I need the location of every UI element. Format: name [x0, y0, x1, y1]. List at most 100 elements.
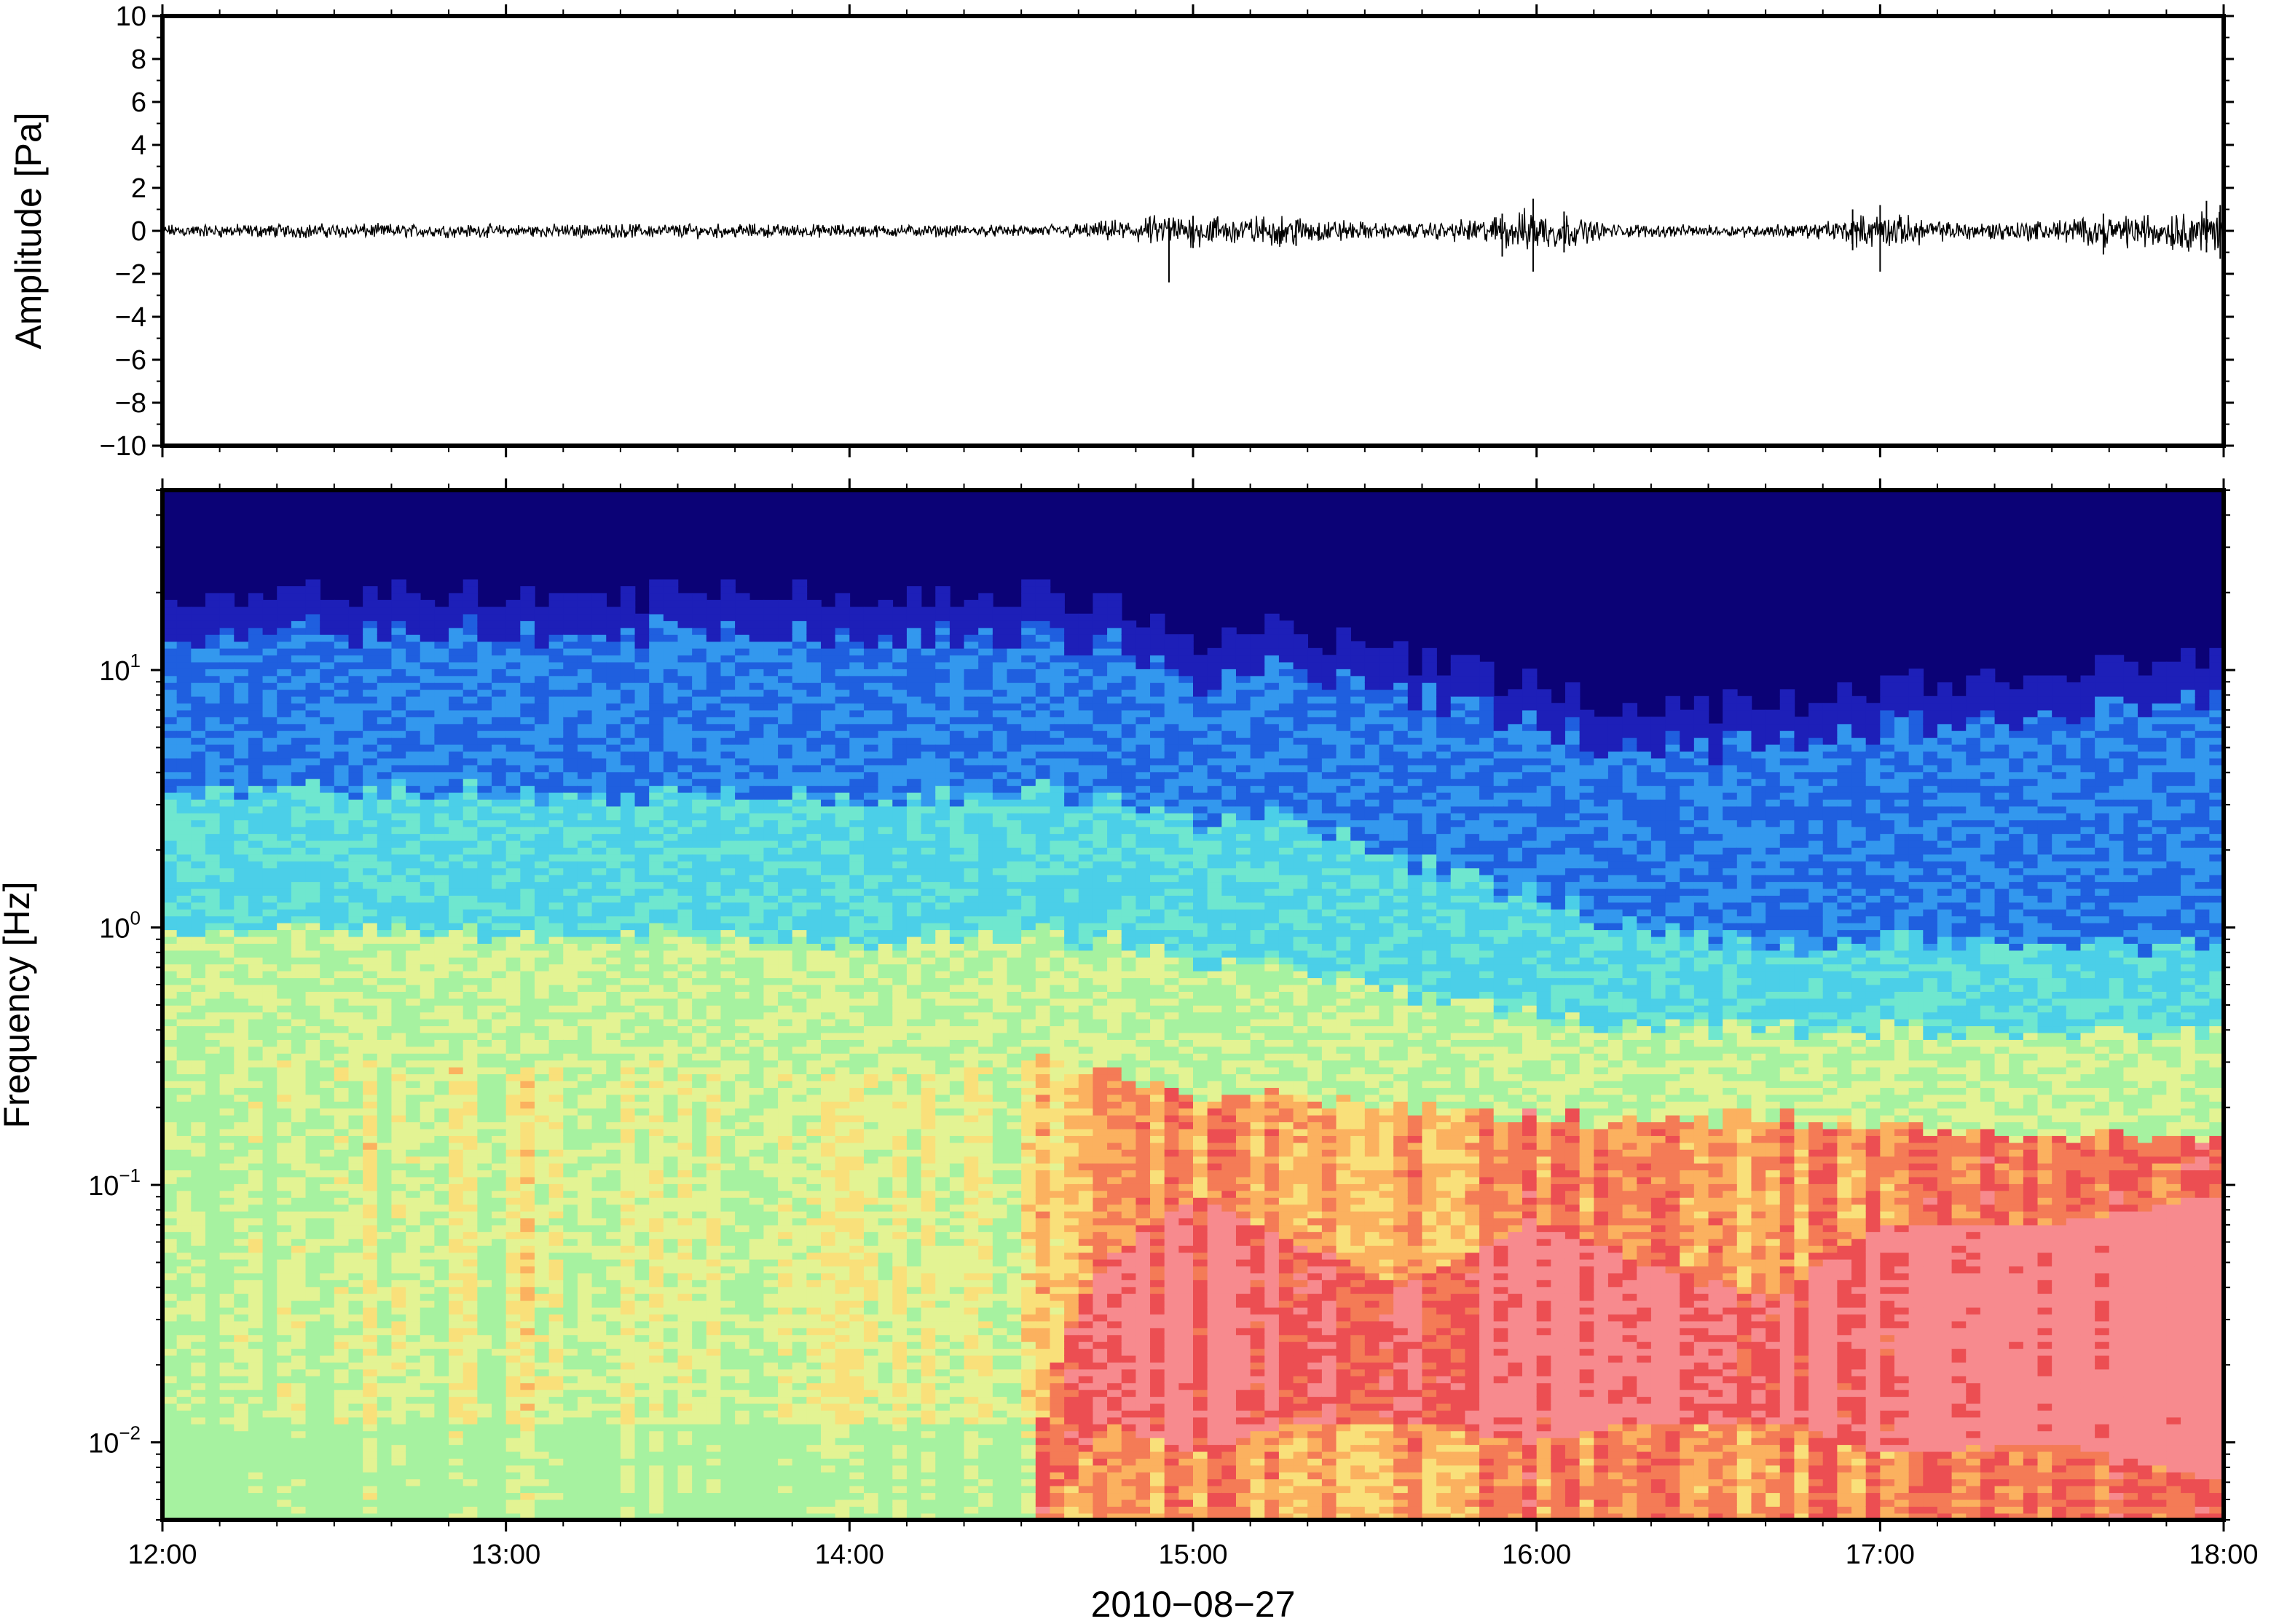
spectrogram-cell: [463, 717, 479, 725]
spectrogram-cell: [277, 1066, 292, 1075]
spectrogram-cell: [649, 1245, 664, 1253]
spectrogram-cell: [334, 1368, 350, 1376]
spectrogram-cell: [620, 723, 636, 731]
spectrogram-cell: [492, 689, 507, 697]
spectrogram-cell: [649, 984, 664, 992]
spectrogram-cell: [334, 634, 350, 642]
spectrogram-cell: [463, 1396, 479, 1404]
spectrogram-cell: [420, 1258, 436, 1267]
spectrogram-cell: [534, 655, 550, 663]
spectrogram-cell: [334, 1306, 350, 1314]
spectrogram-cell: [305, 922, 320, 931]
spectrogram-cell: [320, 757, 335, 765]
spectrogram-cell: [634, 819, 650, 827]
spectrogram-cell: [663, 1012, 679, 1020]
spectrogram-cell: [334, 1162, 350, 1171]
spectrogram-cell: [277, 1135, 292, 1143]
spectrogram-cell: [420, 1300, 436, 1308]
spectrogram-cell: [434, 977, 449, 985]
spectrogram-cell: [320, 874, 335, 883]
spectrogram-cell: [534, 1403, 550, 1411]
spectrogram-cell: [262, 1052, 278, 1061]
spectrogram-cell: [420, 1368, 436, 1376]
spectrogram-cell: [649, 1052, 664, 1061]
spectrogram-cell: [663, 826, 679, 835]
spectrogram-cell: [492, 1465, 507, 1473]
spectrogram-cell: [649, 1472, 664, 1480]
spectrogram-cell: [663, 1052, 679, 1061]
spectrogram-cell: [334, 1485, 350, 1494]
spectrogram-cell: [320, 1341, 335, 1349]
spectrogram-cell: [434, 1382, 449, 1390]
spectrogram-cell: [320, 1224, 335, 1232]
spectrogram-cell: [334, 950, 350, 958]
spectrogram-cell: [606, 847, 621, 855]
spectrogram-cell: [649, 599, 664, 608]
spectrogram-cell: [320, 778, 335, 787]
spectrogram-cell: [505, 1032, 521, 1040]
spectrogram-cell: [305, 682, 320, 690]
spectrogram-cell: [291, 1430, 307, 1438]
spectrogram-cell: [377, 1087, 393, 1095]
spectrogram-cell: [391, 1094, 406, 1102]
spectrogram-cell: [505, 1368, 521, 1376]
spectrogram-cell: [277, 1231, 292, 1239]
spectrogram-cell: [634, 675, 650, 683]
spectrogram-cell: [219, 1210, 235, 1219]
spectrogram-cell: [548, 1376, 564, 1384]
spectrogram-cell: [262, 1032, 278, 1040]
spectrogram-cell: [291, 861, 307, 869]
spectrogram-cell: [591, 943, 607, 951]
spectrogram-cell: [420, 634, 436, 642]
spectrogram-cell: [492, 833, 507, 841]
spectrogram-cell: [277, 1485, 292, 1494]
spectrogram-cell: [548, 826, 564, 835]
spectrogram-cell: [449, 963, 464, 971]
spectrogram-cell: [391, 1046, 406, 1054]
spectrogram-cell: [305, 1018, 320, 1027]
spectrogram-cell: [534, 813, 550, 821]
spectrogram-cell: [291, 950, 307, 958]
spectrogram-cell: [591, 1513, 607, 1520]
spectrogram-cell: [205, 1286, 221, 1294]
spectrogram-cell: [320, 1320, 335, 1328]
spectrogram-cell: [577, 1492, 593, 1500]
spectrogram-cell: [606, 607, 621, 615]
spectrogram-cell: [162, 695, 178, 704]
spectrogram-cell: [534, 1012, 550, 1020]
spectrogram-cell: [563, 1094, 578, 1102]
spectrogram-cell: [434, 1210, 449, 1219]
spectrogram-cell: [334, 1355, 350, 1363]
spectrogram-cell: [277, 1478, 292, 1486]
spectrogram-cell: [377, 833, 393, 841]
spectrogram-cell: [463, 799, 479, 807]
spectrogram-cell: [162, 730, 178, 738]
spectrogram-cell: [191, 1382, 206, 1390]
spectrogram-cell: [649, 1025, 664, 1033]
spectrogram-cell: [591, 744, 607, 752]
spectrogram-cell: [334, 840, 350, 848]
spectrogram-cell: [563, 861, 578, 869]
spectrogram-cell: [262, 757, 278, 765]
spectrogram-cell: [391, 1183, 406, 1191]
spectrogram-cell: [377, 1204, 393, 1212]
spectrogram-cell: [205, 1087, 221, 1095]
spectrogram-cell: [334, 1210, 350, 1219]
spectrogram-cell: [176, 1142, 192, 1150]
spectrogram-cell: [477, 723, 492, 731]
spectrogram-cell: [606, 1280, 621, 1288]
spectrogram-cell: [577, 1238, 593, 1246]
spectrogram-cell: [391, 1080, 406, 1088]
spectrogram-cell: [219, 613, 235, 621]
spectrogram-cell: [534, 1258, 550, 1267]
spectrogram-cell: [606, 627, 621, 635]
spectrogram-cell: [291, 1204, 307, 1212]
spectrogram-cell: [320, 1060, 335, 1068]
spectrogram-cell: [577, 1506, 593, 1514]
spectrogram-cell: [205, 1458, 221, 1466]
spectrogram-cell: [305, 813, 320, 821]
spectrogram-cell: [176, 1094, 192, 1102]
spectrogram-cell: [377, 1252, 393, 1260]
spectrogram-cell: [277, 1300, 292, 1308]
spectrogram-cell: [205, 1478, 221, 1486]
